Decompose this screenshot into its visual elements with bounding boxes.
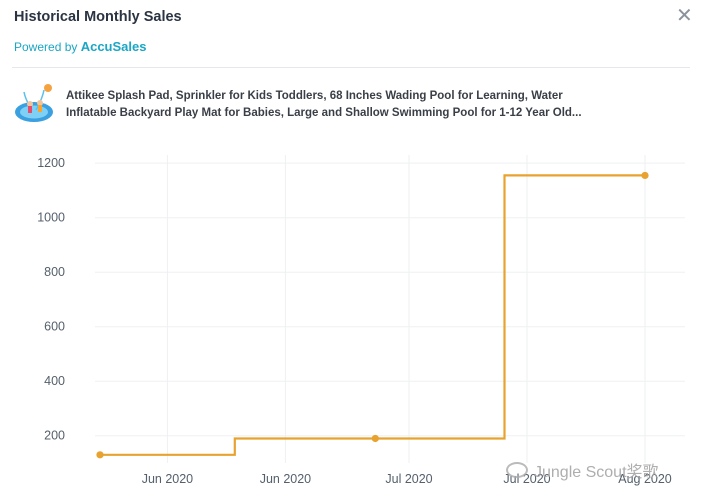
data-point[interactable] (641, 171, 649, 180)
powered-by-label: Powered by (14, 40, 81, 54)
data-point[interactable] (96, 451, 104, 459)
y-axis: 200 400 600 800 1000 1200 (37, 156, 65, 443)
x-tick-label: Aug 2020 (618, 472, 672, 486)
product-title[interactable]: Attikee Splash Pad, Sprinkler for Kids T… (66, 88, 666, 122)
modal-title: Historical Monthly Sales (14, 9, 182, 25)
wechat-icon (506, 462, 528, 478)
splash-pad-product-icon (12, 82, 56, 126)
sales-chart: 200 400 600 800 1000 1200 Jun 2020 Jun 2020 Jul… (37, 155, 685, 486)
y-tick-label: 600 (44, 320, 65, 334)
header-divider (12, 67, 690, 68)
x-tick-label: Jul 2020 (385, 472, 432, 486)
watermark: Jungle Scout奖歌 (506, 458, 659, 482)
product-title-line-2: Inflatable Backyard Play Mat for Babies,… (66, 107, 582, 119)
y-tick-label: 400 (44, 374, 65, 388)
product-title-line-1: Attikee Splash Pad, Sprinkler for Kids T… (66, 90, 563, 102)
close-icon[interactable]: ✕ (676, 5, 693, 27)
data-point[interactable] (371, 434, 379, 443)
y-tick-label: 1200 (37, 156, 65, 170)
accusales-brand-link[interactable]: AccuSales (80, 39, 147, 54)
powered-by: Powered by AccuSales (14, 39, 146, 54)
y-tick-label: 200 (44, 429, 65, 443)
y-tick-label: 800 (44, 265, 65, 279)
series-markers (96, 171, 649, 459)
x-tick-label: Jun 2020 (260, 472, 311, 486)
watermark-text: Jungle Scout奖歌 (534, 464, 659, 481)
x-tick-label: Jun 2020 (142, 472, 193, 486)
chart-grid (95, 155, 685, 463)
y-tick-label: 1000 (37, 211, 65, 225)
